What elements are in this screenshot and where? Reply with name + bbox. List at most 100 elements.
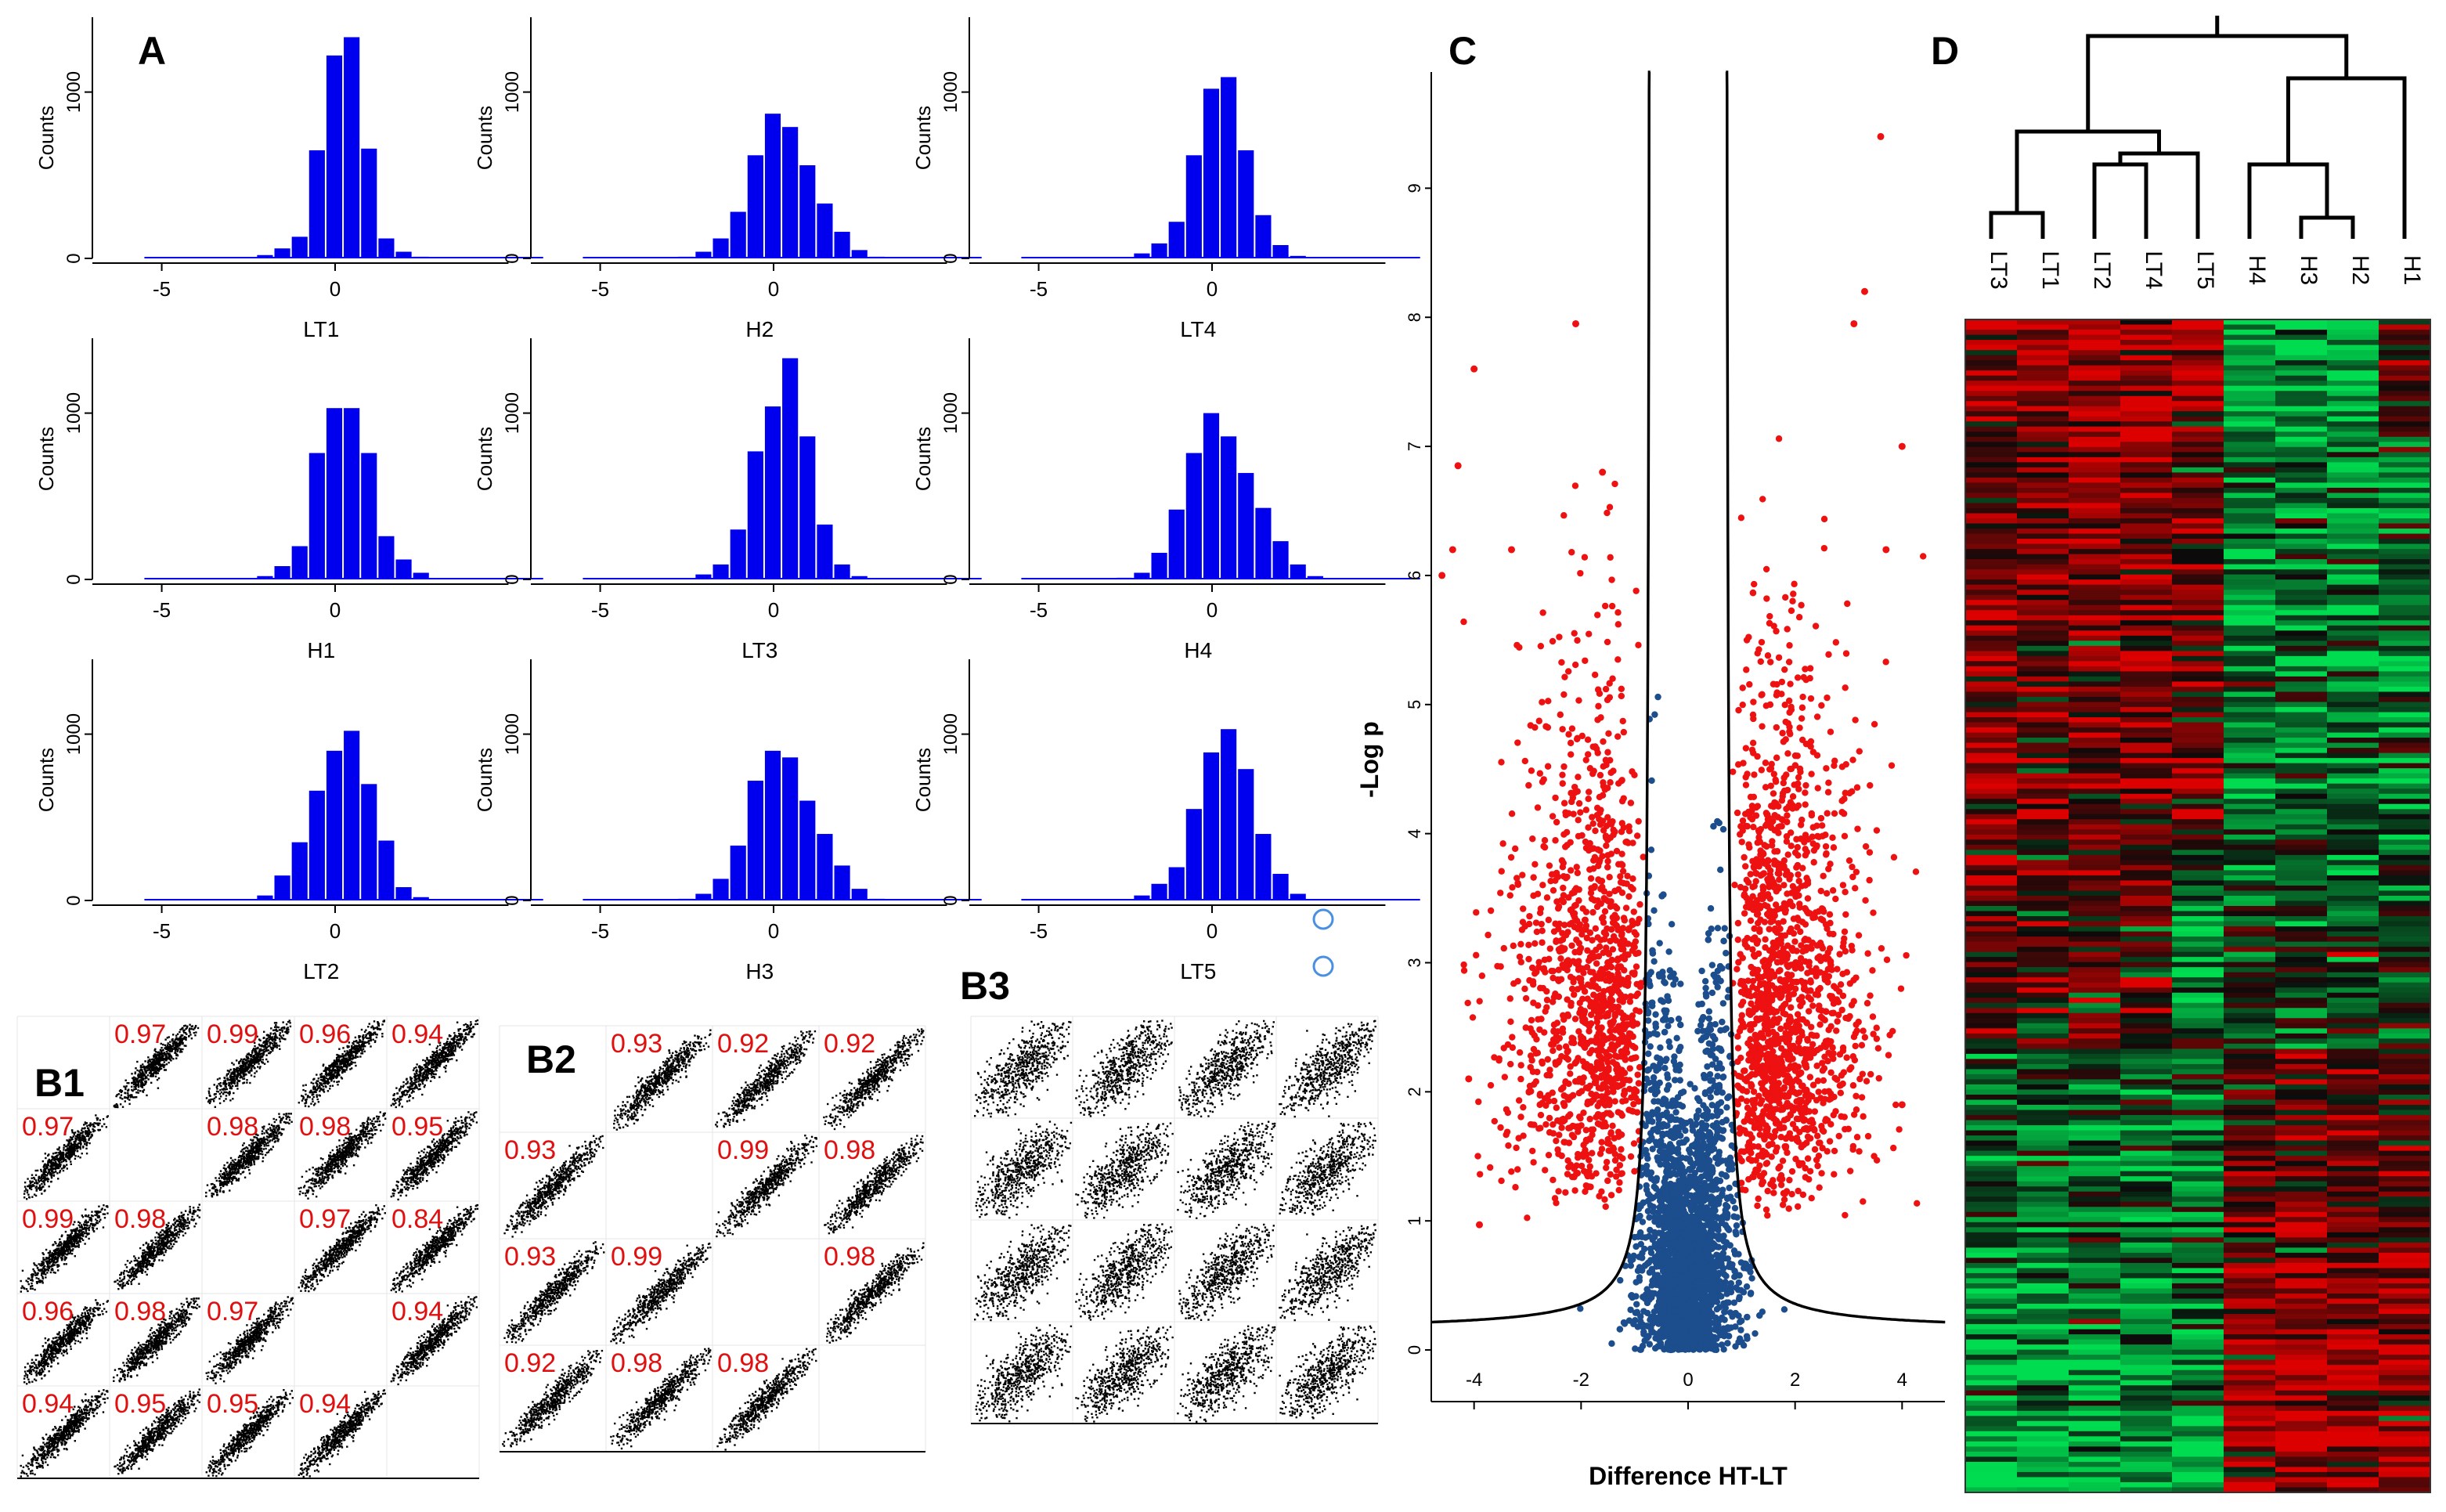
scatter-point xyxy=(140,1081,143,1083)
scatter-point xyxy=(119,1103,122,1106)
scatter-point xyxy=(336,1063,339,1065)
scatter-point xyxy=(412,1097,414,1099)
scatter-point xyxy=(106,1115,109,1117)
scatter-point xyxy=(175,1057,178,1059)
scatter-point xyxy=(89,1131,92,1134)
scatter-point xyxy=(244,1058,246,1060)
histogram-bar xyxy=(1203,88,1220,259)
scatter-point xyxy=(218,1098,221,1100)
scatter-point xyxy=(340,1059,343,1062)
scatter-point xyxy=(144,1077,146,1080)
scatter-point xyxy=(422,1073,425,1076)
scatter-point xyxy=(135,1080,139,1082)
scatter-point xyxy=(176,1042,179,1045)
scatter-point xyxy=(350,1049,352,1052)
scatter-point xyxy=(362,1034,365,1037)
scatter-point xyxy=(319,1084,321,1088)
scatter-point xyxy=(419,1083,422,1086)
scatter-point xyxy=(133,1081,135,1083)
scatter-point xyxy=(183,1036,186,1038)
scatter-point xyxy=(334,1069,337,1071)
scatter-point xyxy=(374,1027,377,1030)
histogram-bar xyxy=(1255,834,1272,900)
scatter-point xyxy=(85,1142,88,1145)
scatter-point xyxy=(160,1056,162,1059)
scatter-point xyxy=(348,1057,352,1060)
scatter-point xyxy=(339,1150,341,1153)
scatter-point xyxy=(82,1146,85,1148)
scatter-point xyxy=(325,1080,327,1082)
scatter-point xyxy=(263,1041,266,1043)
scatter-point xyxy=(88,1132,90,1135)
scatter-point xyxy=(233,1175,236,1178)
scatter-point xyxy=(452,1039,454,1041)
scatter-point xyxy=(114,1104,117,1106)
scatter-point xyxy=(231,1171,233,1174)
scatter-point xyxy=(468,1117,471,1119)
scatter-point xyxy=(72,1148,75,1151)
scatter-point xyxy=(312,1087,315,1089)
scatter-point xyxy=(421,1082,424,1085)
scatter-point xyxy=(75,1146,78,1149)
scatter-point xyxy=(233,1074,236,1077)
scatter-point xyxy=(332,1076,334,1078)
scatter-point xyxy=(95,1114,97,1117)
scatter-point xyxy=(409,1162,412,1165)
scatter-point xyxy=(473,1116,476,1118)
scatter-point xyxy=(253,1057,255,1059)
scatter-point xyxy=(81,1127,84,1130)
scatter-point xyxy=(435,1053,438,1056)
scatter-point xyxy=(464,1023,467,1026)
histogram-bar xyxy=(730,211,746,258)
scatter-point xyxy=(355,1040,358,1042)
scatter-point xyxy=(154,1064,157,1066)
scatter-point xyxy=(332,1077,335,1080)
scatter-point xyxy=(264,1141,266,1143)
scatter-point xyxy=(131,1094,133,1096)
scatter-point xyxy=(168,1048,171,1050)
scatter-point xyxy=(132,1089,134,1092)
scatter-point xyxy=(436,1053,438,1056)
scatter-point xyxy=(31,1185,34,1188)
scatter-point xyxy=(56,1163,58,1165)
scatter-point xyxy=(143,1074,146,1077)
scatter-point xyxy=(375,1128,378,1131)
scatter-point xyxy=(466,1033,469,1036)
scatter-point xyxy=(239,1167,241,1170)
scatter-point xyxy=(237,1178,240,1180)
histogram-bar xyxy=(1151,243,1167,258)
scatter-point xyxy=(454,1034,456,1037)
scatter-point xyxy=(176,1050,179,1052)
scatter-point xyxy=(333,1060,336,1063)
scatter-point xyxy=(280,1128,283,1131)
scatter-point xyxy=(225,1098,227,1100)
scatter-point xyxy=(247,1166,250,1168)
scatter-point xyxy=(456,1036,458,1038)
scatter-point xyxy=(440,1060,443,1063)
scatter-point xyxy=(273,1022,276,1024)
scatter-point xyxy=(179,1028,182,1031)
scatter-point xyxy=(330,1073,333,1075)
scatter-point xyxy=(450,1047,453,1049)
scatter-point xyxy=(424,1066,427,1069)
scatter-point xyxy=(376,1120,379,1123)
scatter-point xyxy=(224,1088,226,1091)
scatter-point xyxy=(166,1044,168,1047)
scatter-point xyxy=(370,1039,372,1041)
scatter-point xyxy=(154,1048,157,1051)
scatter-point xyxy=(257,1066,259,1068)
scatter-point xyxy=(341,1157,345,1160)
scatter-point xyxy=(449,1048,452,1051)
scatter-point xyxy=(258,1147,262,1149)
scatter-point xyxy=(223,1083,225,1085)
scatter-point xyxy=(85,1123,87,1125)
scatter-point xyxy=(47,1160,49,1162)
scatter-point xyxy=(406,1090,409,1092)
scatter-point xyxy=(35,1181,38,1184)
histogram-bar xyxy=(1272,874,1289,900)
scatter-point xyxy=(457,1035,460,1037)
scatter-point xyxy=(281,1030,283,1033)
scatter-point xyxy=(405,1089,408,1092)
scatter-point xyxy=(424,1069,427,1071)
